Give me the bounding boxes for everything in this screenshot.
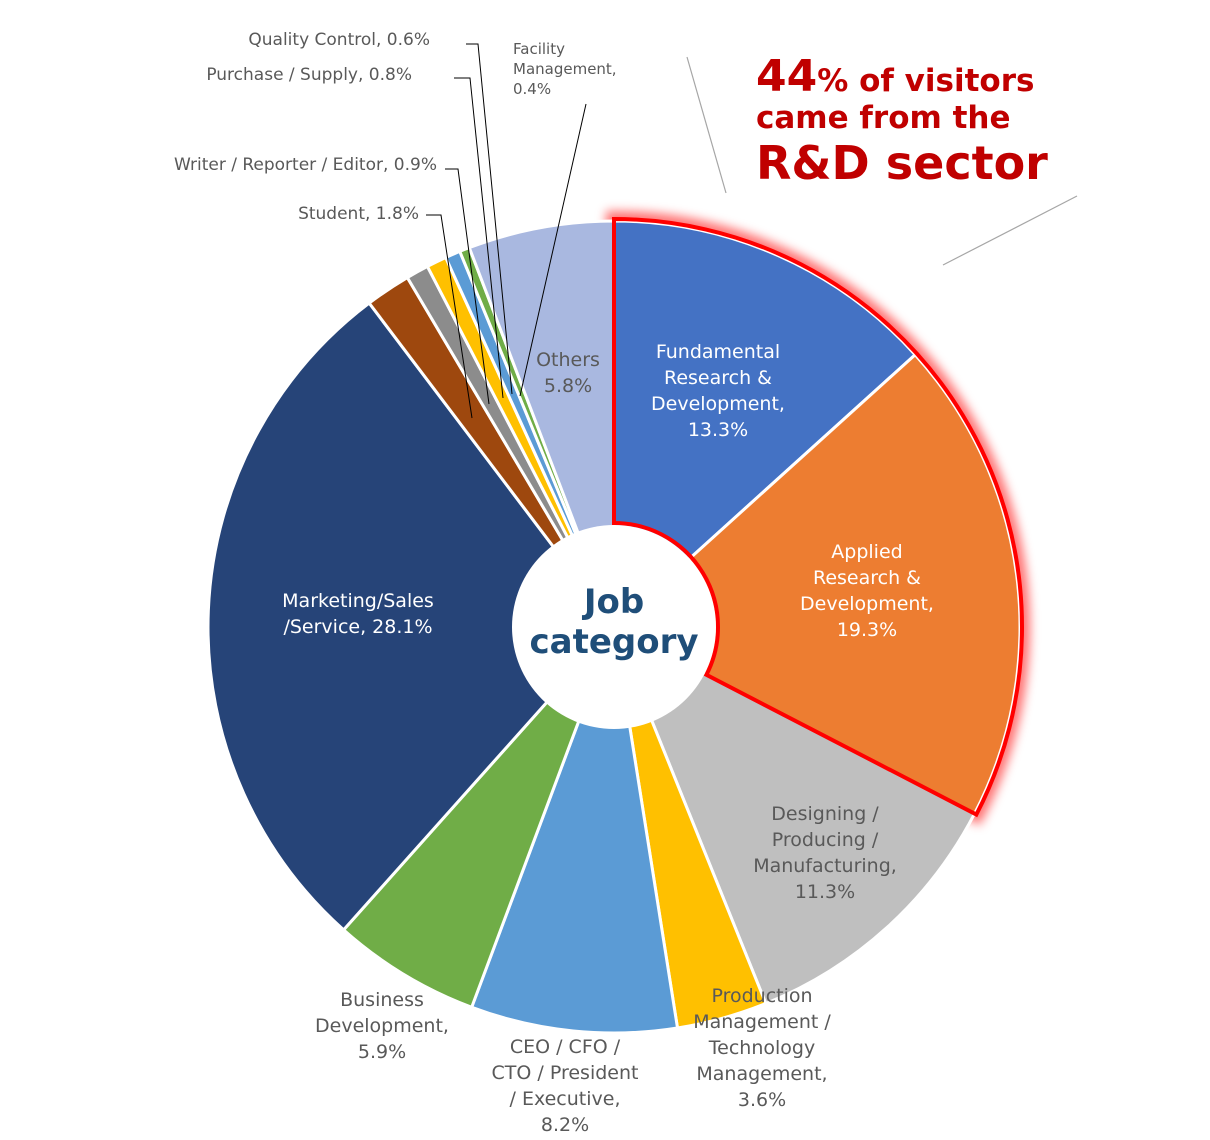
leader-line-purchase-supply-0-8 <box>454 77 504 399</box>
callout-number: 44 <box>756 51 818 102</box>
leader-lines <box>426 43 587 419</box>
callout-line1: % of visitors <box>817 63 1035 99</box>
label-purchase-supply-0-8: Purchase / Supply, 0.8% <box>206 65 412 85</box>
callout-lines <box>686 56 1078 266</box>
label-marketing-sales-service-28-1: Marketing/Sales/Service, 28.1% <box>282 590 434 638</box>
leader-line-writer-reporter-editor-0-9 <box>445 168 490 405</box>
label-ceo-cfo-cto-president-executive-8-2: CEO / CFO / CTO / President / Executive, 8.… <box>492 1036 639 1136</box>
label-facility-management-0-4: Facility Management, 0.4% <box>513 40 617 98</box>
donut-hole <box>512 525 716 729</box>
label-others-5-8: Others 5.8% <box>536 349 600 397</box>
callout-line-right <box>942 195 1078 266</box>
callout-line-left <box>686 56 727 194</box>
leader-line-facility-management-0-4 <box>519 103 587 397</box>
rd-callout: 44% of visitors came from the R&D sector <box>756 52 1048 190</box>
label-applied-research-development-19-3: Applied Research & Development, 19.3% <box>800 541 934 641</box>
label-fundamental-research-development-13-3: Fundamental Research & Development, 13.3% <box>651 341 785 441</box>
label-business-development-5-9: Business Development, 5.9% <box>315 989 449 1063</box>
label-quality-control-0-6: Quality Control, 0.6% <box>248 30 430 50</box>
slice-marketing-sales-service-28-1 <box>206 300 616 932</box>
callout-line2: came from the <box>756 100 1011 137</box>
leader-line-student-1-8 <box>426 214 473 419</box>
pie-slices <box>206 219 1022 1035</box>
slice-applied-research-development-19-3 <box>611 352 1022 816</box>
slice-business-development-5-9 <box>341 626 616 1010</box>
label-student-1-8: Student, 1.8% <box>298 204 419 224</box>
highlight-border <box>612 216 1024 818</box>
slice-ceo-cfo-cto-president-executive-8-2 <box>469 621 680 1035</box>
slice-fundamental-research-development-13-3 <box>612 219 918 631</box>
slice-designing-producing-manufacturing-11-3 <box>611 623 977 1006</box>
center-hole: Job category <box>512 525 716 729</box>
center-label: Job category <box>529 582 698 662</box>
label-designing-producing-manufacturing-11-3: Designing / Producing / Manufacturing, 11.3… <box>753 803 897 903</box>
label-production-management-technology-management-3-6: Production Management / Technology Manageme… <box>693 985 831 1111</box>
slice-labels: Fundamental Research & Development, 13.3%Ap… <box>174 30 934 1136</box>
label-writer-reporter-editor-0-9: Writer / Reporter / Editor, 0.9% <box>174 155 437 175</box>
leader-line-quality-control-0-6 <box>466 43 513 395</box>
callout-line3: R&D sector <box>756 135 1048 190</box>
